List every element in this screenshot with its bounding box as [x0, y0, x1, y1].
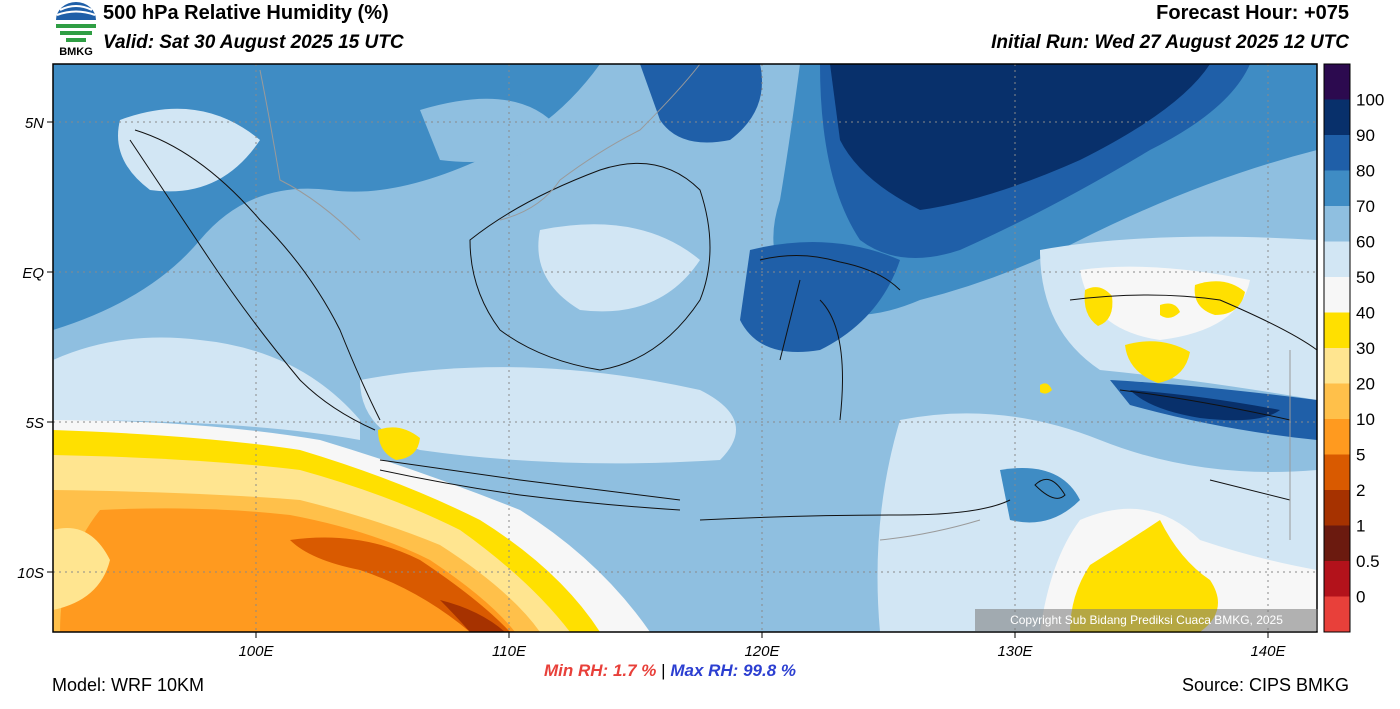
lon-label-100e: 100E [238, 643, 274, 660]
colorbar-label: 0 [1356, 588, 1365, 607]
min-max-separator: | [661, 661, 666, 680]
lat-label-eq: EQ [22, 265, 44, 282]
coastlines [129, 129, 1318, 540]
lon-label-110e: 110E [492, 643, 527, 660]
colorbar: 100 90 80 70 60 50 40 30 20 10 5 2 1 0.5 0 [1323, 63, 1384, 633]
initial-run: Initial Run: Wed 27 August 2025 12 UTC [991, 32, 1349, 53]
colorbar-label: 90 [1356, 126, 1375, 145]
axis-ticks [47, 121, 1269, 638]
colorbar-swatch [1324, 64, 1350, 100]
colorbar-label: 10 [1356, 410, 1375, 429]
colorbar-label: 100 [1356, 91, 1384, 110]
colorbar-label: 20 [1356, 375, 1375, 394]
colorbar-swatch [1324, 596, 1350, 633]
min-max-readout: Min RH: 1.7 % | Max RH: 99.8 % [544, 661, 796, 681]
colorbar-swatch [1324, 170, 1350, 207]
lon-label-120e: 120E [744, 643, 780, 660]
valid-time: Valid: Sat 30 August 2025 15 UTC [103, 32, 404, 53]
bmkg-logo-icon [56, 2, 96, 42]
lat-label-5n: 5N [25, 115, 44, 132]
model-label: Model: WRF 10KM [52, 675, 205, 695]
colorbar-label: 40 [1356, 304, 1375, 323]
borders [259, 63, 1291, 541]
colorbar-frame [1323, 63, 1351, 633]
colorbar-swatch [1324, 348, 1350, 384]
colorbar-swatch [1324, 419, 1350, 455]
colorbar-swatch [1324, 312, 1350, 349]
copyright-notice: Copyright Sub Bidang Prediksi Cuaca BMKG… [975, 609, 1318, 631]
source-label: Source: CIPS BMKG [1181, 675, 1349, 695]
lon-label-130e: 130E [997, 643, 1033, 660]
colorbar-label: 50 [1356, 268, 1375, 287]
lon-label-140e: 140E [1250, 643, 1286, 660]
colorbar-label: 1 [1356, 517, 1365, 536]
min-rh-value: 1.7 % [612, 661, 657, 680]
colorbar-swatch [1324, 99, 1350, 136]
colorbar-label: 30 [1356, 339, 1375, 358]
colorbar-swatch [1324, 561, 1350, 597]
colorbar-label: 0.5 [1356, 552, 1380, 571]
colorbar-swatch [1324, 490, 1350, 526]
colorbar-swatch [1324, 454, 1350, 491]
colorbar-label: 5 [1356, 446, 1365, 465]
lat-label-5s: 5S [26, 415, 44, 432]
chart-title: 500 hPa Relative Humidity (%) [103, 2, 389, 24]
max-rh-label: Max RH: [670, 661, 739, 680]
colorbar-label: 80 [1356, 162, 1375, 181]
colorbar-swatch [1324, 383, 1350, 420]
bmkg-logo [52, 0, 100, 60]
map-frame [52, 63, 1318, 633]
lat-label-10s: 10S [17, 565, 44, 582]
colorbar-swatch [1324, 241, 1350, 278]
logo-text: BMKG [59, 46, 93, 58]
graticule [53, 64, 1317, 632]
colorbar-swatch [1324, 206, 1350, 242]
max-rh-value: 99.8 % [743, 661, 797, 680]
min-rh-label: Min RH: [544, 661, 609, 680]
colorbar-swatch [1324, 525, 1350, 562]
colorbar-swatch [1324, 135, 1350, 171]
humidity-field [53, 64, 1317, 632]
colorbar-label: 2 [1356, 481, 1365, 500]
forecast-hour: Forecast Hour: +075 [1156, 2, 1349, 24]
colorbar-swatch [1324, 277, 1350, 313]
colorbar-label: 60 [1356, 233, 1375, 252]
colorbar-label: 70 [1356, 197, 1375, 216]
